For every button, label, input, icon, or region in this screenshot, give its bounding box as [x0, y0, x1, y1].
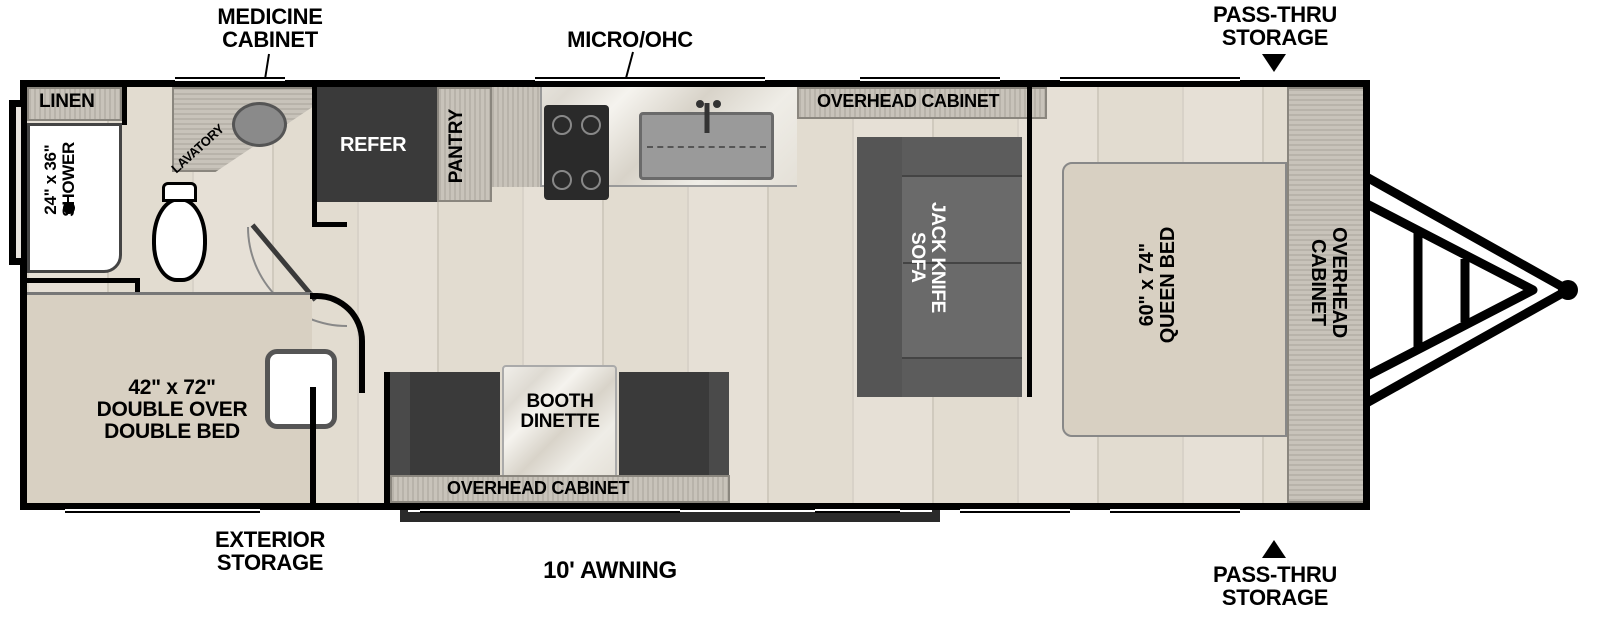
callout-micro-ohc: MICRO/OHC — [560, 28, 700, 51]
label-pantry: PANTRY — [447, 109, 467, 183]
window-bot-3 — [815, 507, 900, 513]
label-overhead-cabinet-d: OVERHEAD CABINET — [447, 479, 629, 498]
label-linen: LINEN — [39, 92, 95, 112]
toilet — [152, 197, 207, 282]
window-top-4 — [1060, 77, 1240, 83]
rear-bumpout — [9, 100, 21, 265]
wall-dinette-left — [384, 372, 390, 505]
label-overhead-cabinet-k: OVERHEAD CABINET — [817, 92, 999, 111]
label-overhead-cabinet-front: OVERHEADCABINET — [1307, 227, 1349, 338]
label-shower: 24" x 36"SHOWER — [42, 142, 78, 217]
window-bot-4 — [960, 507, 1070, 513]
sofa-arm-top — [902, 137, 1022, 177]
trailer-body: LINEN 24" x 36"SHOWER LAVATORY 42" x 72"… — [20, 80, 1370, 510]
sofa-arm-bottom — [902, 357, 1022, 397]
label-jack-knife-sofa: JACK KNIFESOFA — [907, 202, 947, 313]
wall-linen — [122, 87, 127, 125]
lav-sink — [232, 102, 287, 147]
label-queen-bed: 60" x 74"QUEEN BED — [1137, 227, 1179, 343]
window-bot-1 — [65, 507, 260, 513]
dinette-seat-right — [619, 372, 709, 477]
window-top-2 — [535, 77, 765, 83]
window-bot-5 — [1110, 507, 1240, 513]
dinette-seat-left — [410, 372, 500, 477]
window-top-1 — [175, 77, 285, 83]
arrow-pass-thru-bottom — [1262, 540, 1286, 558]
callout-pass-thru-top: PASS-THRUSTORAGE — [1205, 3, 1345, 49]
label-booth-dinette: BOOTHDINETTE — [510, 392, 610, 432]
wall-bedroom — [1027, 87, 1032, 397]
callout-awning: 10' AWNING — [530, 558, 690, 583]
label-double-bed: 42" x 72"DOUBLE OVERDOUBLE BED — [82, 377, 262, 443]
counter-cab-left — [492, 87, 542, 187]
wall-bath-bottom-1 — [27, 278, 140, 283]
toilet-tank — [162, 182, 197, 202]
kitchen-sink — [639, 112, 774, 180]
arrow-pass-thru-top — [1262, 54, 1286, 72]
window-bot-2 — [420, 507, 680, 513]
callout-exterior-storage: EXTERIORSTORAGE — [195, 528, 345, 574]
awning-bar — [400, 512, 940, 522]
callout-medicine-cabinet: MEDICINECABINET — [195, 5, 345, 51]
stove — [544, 105, 609, 200]
window-top-3 — [860, 77, 1000, 83]
sofa-back — [857, 137, 902, 397]
callout-pass-thru-bottom: PASS-THRUSTORAGE — [1205, 563, 1345, 609]
label-refer: REFER — [340, 135, 406, 156]
wall-bunk-right — [310, 387, 316, 505]
